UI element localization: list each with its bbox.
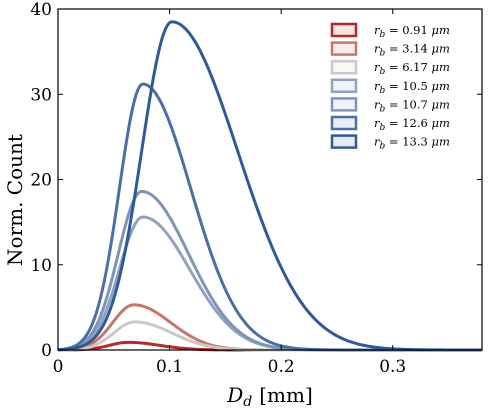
legend-entry: rb = 6.17 μm bbox=[332, 60, 450, 77]
legend-swatch bbox=[332, 61, 356, 73]
legend-label: rb = 6.17 μm bbox=[374, 60, 450, 77]
x-axis-label-unit: [mm] bbox=[259, 383, 313, 407]
y-tick-label: 10 bbox=[30, 256, 52, 276]
legend-label: rb = 13.3 μm bbox=[374, 135, 450, 152]
legend-entry: rb = 12.6 μm bbox=[332, 116, 450, 133]
legend-label: rb = 10.7 μm bbox=[374, 97, 450, 114]
x-axis-label: Dd [mm] bbox=[226, 383, 313, 408]
legend-swatch bbox=[332, 24, 356, 36]
legend-label: rb = 12.6 μm bbox=[374, 116, 450, 133]
legend-swatch bbox=[332, 136, 356, 148]
x-axis-label-main: D bbox=[226, 383, 243, 407]
legend-label: rb = 10.5 μm bbox=[374, 79, 450, 96]
legend-label: rb = 0.91 μm bbox=[374, 23, 450, 40]
y-axis-label: Norm. Count bbox=[3, 134, 27, 266]
legend-entry: rb = 3.14 μm bbox=[332, 42, 450, 59]
legend-swatch bbox=[332, 98, 356, 110]
legend-swatch bbox=[332, 43, 356, 55]
legend-swatch bbox=[332, 117, 356, 129]
legend-swatch bbox=[332, 80, 356, 92]
legend-entry: rb = 0.91 μm bbox=[332, 23, 450, 40]
y-tick-label: 20 bbox=[30, 171, 52, 191]
y-tick-label: 30 bbox=[30, 85, 52, 105]
legend-entry: rb = 10.5 μm bbox=[332, 79, 450, 96]
x-axis-label-sub: d bbox=[243, 394, 252, 408]
x-tick-label: 0.1 bbox=[156, 357, 183, 377]
y-tick-label: 40 bbox=[30, 0, 52, 20]
legend-entry: rb = 13.3 μm bbox=[332, 135, 450, 152]
x-tick-label: 0 bbox=[53, 357, 64, 377]
legend-label: rb = 3.14 μm bbox=[374, 42, 450, 59]
y-tick-label: 0 bbox=[41, 341, 52, 361]
legend-entry: rb = 10.7 μm bbox=[332, 97, 450, 114]
x-tick-label: 0.2 bbox=[268, 357, 295, 377]
x-tick-label: 0.3 bbox=[379, 357, 406, 377]
